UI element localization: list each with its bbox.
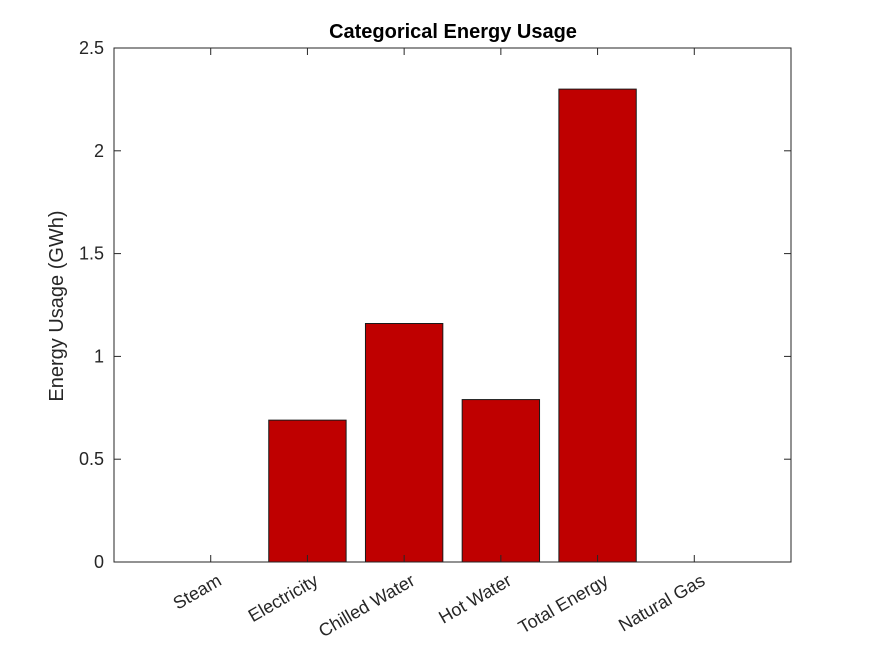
x-tick-label: Hot Water [435,570,515,628]
plot-frame [113,47,792,563]
x-tick-label: Chilled Water [315,570,418,641]
bars-layer [268,88,637,563]
x-tick-label: Natural Gas [615,570,708,635]
y-axis-label: Energy Usage (GWh) [46,210,68,401]
bar-chilled-water [364,323,444,563]
bar-electricity [268,419,347,563]
bar-total-energy [558,88,637,563]
y-tick-label: 0.5 [79,449,104,469]
bar-hot-water [461,399,541,563]
y-tick-label: 2 [94,141,104,161]
y-tick-label: 1 [94,346,104,366]
x-tick-label: Total Energy [515,570,612,637]
y-tick-label: 1.5 [79,244,104,264]
y-tick-label: 2.5 [79,38,104,58]
x-tick-label: Steam [170,570,225,613]
chart-title: Categorical Energy Usage [329,21,577,43]
y-tick-label: 0 [94,552,104,572]
x-tick-label: Electricity [245,570,322,626]
